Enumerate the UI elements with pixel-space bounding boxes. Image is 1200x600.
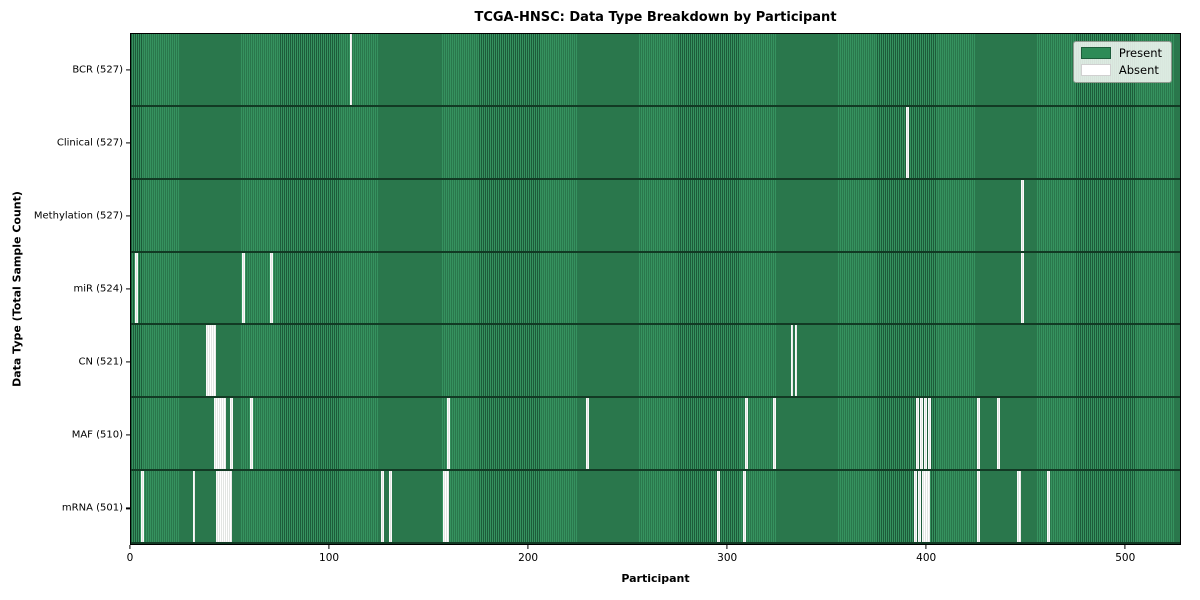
heatmap-row-maf <box>131 398 1180 472</box>
xtick-mark-300 <box>726 545 728 549</box>
absent-marker-mir-448 <box>1021 252 1024 324</box>
xtick-label-300: 300 <box>717 552 738 564</box>
absent-marker-mrna-308 <box>742 471 746 543</box>
absent-marker-mrna-43 <box>216 471 233 543</box>
absent-marker-mir-56 <box>242 252 246 324</box>
xtick-mark-500 <box>1124 545 1126 549</box>
absent-marker-maf-401 <box>927 398 931 470</box>
absent-marker-mrna-394 <box>913 471 917 543</box>
xtick-mark-100 <box>328 545 330 549</box>
legend-label-present: Present <box>1118 46 1162 60</box>
absent-marker-mrna-130 <box>389 471 393 543</box>
xtick-mark-0 <box>129 545 131 549</box>
absent-marker-mrna-398 <box>921 471 930 543</box>
heatmap-row-clinical <box>131 106 1180 180</box>
absent-marker-mrna-31 <box>192 471 196 543</box>
absent-marker-maf-426 <box>977 398 981 470</box>
absent-marker-mrna-426 <box>977 471 981 543</box>
x-axis-title: Participant <box>621 572 690 585</box>
ytick-label-methylation: Methylation (527) <box>33 210 123 222</box>
absent-marker-maf-60 <box>250 398 254 470</box>
present-fill-cn <box>131 325 1180 397</box>
absent-marker-maf-395 <box>915 398 919 470</box>
legend-item-absent: Absent <box>1080 63 1162 77</box>
absent-marker-mrna-295 <box>717 471 720 543</box>
absent-marker-cn-334 <box>794 325 798 397</box>
ytick-mark-mrna <box>126 507 130 510</box>
absent-marker-maf-159 <box>446 398 450 470</box>
xtick-mark-400 <box>925 545 927 549</box>
ytick-label-bcr: BCR (527) <box>72 64 123 76</box>
absent-marker-cn-38 <box>206 325 217 397</box>
heatmap-row-mrna <box>131 471 1180 545</box>
ytick-label-mrna: mRNA (501) <box>61 502 123 514</box>
absent-marker-mrna-5 <box>140 471 144 543</box>
present-fill-clinical <box>131 106 1180 178</box>
absent-marker-clinical-390 <box>905 106 909 178</box>
xtick-label-100: 100 <box>319 552 340 564</box>
absent-marker-maf-436 <box>997 398 1001 470</box>
y-axis-tick-labels: BCR (527) Clinical (527) Methylation (527)… <box>0 33 123 545</box>
absent-marker-maf-323 <box>772 398 776 470</box>
heatmap-row-cn <box>131 325 1180 399</box>
xtick-label-500: 500 <box>1115 552 1136 564</box>
chart-title: TCGA-HNSC: Data Type Breakdown by Partic… <box>474 10 837 25</box>
legend-item-present: Present <box>1080 46 1162 60</box>
absent-marker-mrna-446 <box>1017 471 1022 543</box>
absent-marker-mrna-396 <box>917 471 921 543</box>
xtick-label-200: 200 <box>518 552 539 564</box>
present-fill-mrna <box>131 471 1180 543</box>
ytick-label-maf: MAF (510) <box>71 429 123 441</box>
legend-label-absent: Absent <box>1118 63 1159 77</box>
heatmap-row-bcr <box>131 34 1180 107</box>
present-fill-maf <box>131 398 1180 470</box>
present-fill-mir <box>131 252 1180 324</box>
ytick-label-clinical: Clinical (527) <box>56 137 123 149</box>
absent-marker-mrna-126 <box>381 471 385 543</box>
xtick-mark-200 <box>527 545 529 549</box>
plot-area: Present Absent <box>130 33 1181 545</box>
absent-marker-maf-399 <box>923 398 927 470</box>
ytick-label-mir: miR (524) <box>73 283 123 295</box>
absent-marker-bcr-110 <box>349 34 353 105</box>
ytick-mark-cn <box>126 361 130 363</box>
absent-marker-maf-42 <box>214 398 227 470</box>
absent-marker-mir-70 <box>270 252 273 324</box>
legend: Present Absent <box>1072 41 1172 83</box>
x-axis-ticks: 0 100 200 300 400 500 <box>126 545 1181 567</box>
ytick-mark-maf <box>126 434 130 436</box>
absent-marker-mir-2 <box>134 252 138 324</box>
xtick-label-0: 0 <box>126 552 134 564</box>
ytick-mark-mir <box>126 288 130 290</box>
absent-marker-mrna-461 <box>1046 471 1050 543</box>
absent-marker-mrna-157 <box>442 471 449 543</box>
legend-swatch-present <box>1080 47 1111 59</box>
ytick-mark-clinical <box>126 142 130 144</box>
absent-marker-maf-309 <box>744 398 748 470</box>
absent-marker-methylation-448 <box>1021 179 1024 251</box>
present-fill-methylation <box>131 179 1180 251</box>
absent-marker-maf-229 <box>585 398 589 470</box>
ytick-mark-bcr <box>126 68 130 71</box>
ytick-mark-methylation <box>126 215 130 217</box>
absent-marker-cn-332 <box>790 325 794 397</box>
heatmap-row-methylation <box>131 179 1180 253</box>
legend-swatch-absent <box>1080 64 1111 76</box>
ytick-label-cn: CN (521) <box>78 356 123 368</box>
absent-marker-maf-50 <box>230 398 234 470</box>
present-fill-bcr <box>131 34 1180 105</box>
heatmap-row-mir <box>131 252 1180 326</box>
absent-marker-maf-397 <box>919 398 923 470</box>
xtick-label-400: 400 <box>916 552 937 564</box>
